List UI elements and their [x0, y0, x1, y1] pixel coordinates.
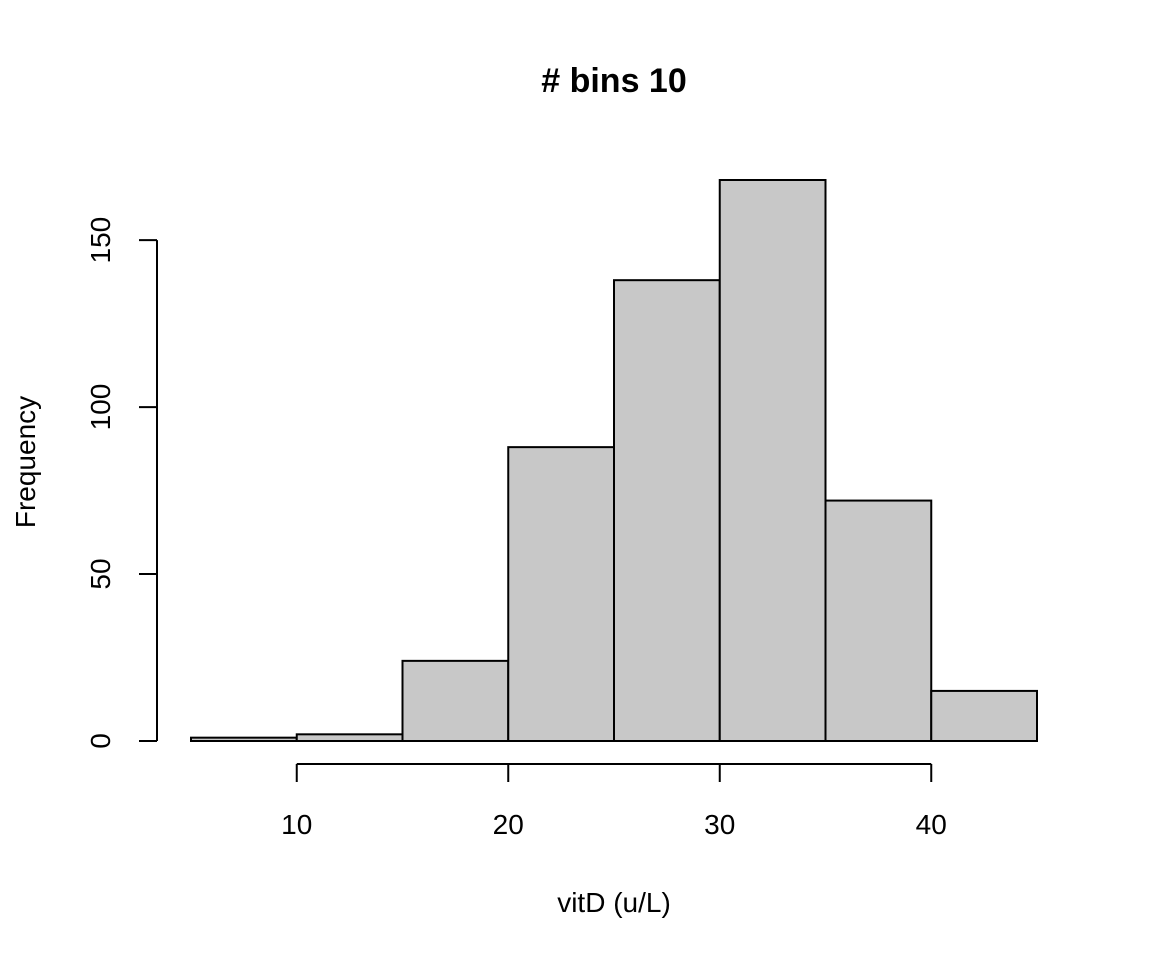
y-axis-label: Frequency: [10, 396, 41, 528]
y-tick-label: 0: [85, 733, 116, 749]
x-tick-label: 10: [281, 809, 312, 840]
y-tick-label: 100: [85, 384, 116, 431]
histogram-bar: [190, 736, 298, 742]
y-tick-label: 150: [85, 217, 116, 264]
x-axis-label: vitD (u/L): [557, 887, 671, 918]
histogram-bar: [613, 279, 721, 742]
histogram-bar: [295, 733, 404, 742]
bars-layer: [190, 179, 1038, 743]
y-axis: 0 50 100 150: [85, 217, 158, 749]
histogram-bar: [718, 179, 827, 742]
x-tick-label: 40: [916, 809, 947, 840]
chart-title: # bins 10: [541, 62, 687, 100]
x-tick-label: 20: [493, 809, 524, 840]
histogram-bar: [401, 659, 510, 742]
y-tick-label: 50: [85, 558, 116, 589]
histogram-bar: [507, 446, 615, 742]
histogram-bar: [930, 689, 1038, 742]
x-tick-label: 30: [704, 809, 735, 840]
histogram-bar: [824, 499, 933, 743]
x-axis: 10 20 30 40: [281, 763, 947, 840]
